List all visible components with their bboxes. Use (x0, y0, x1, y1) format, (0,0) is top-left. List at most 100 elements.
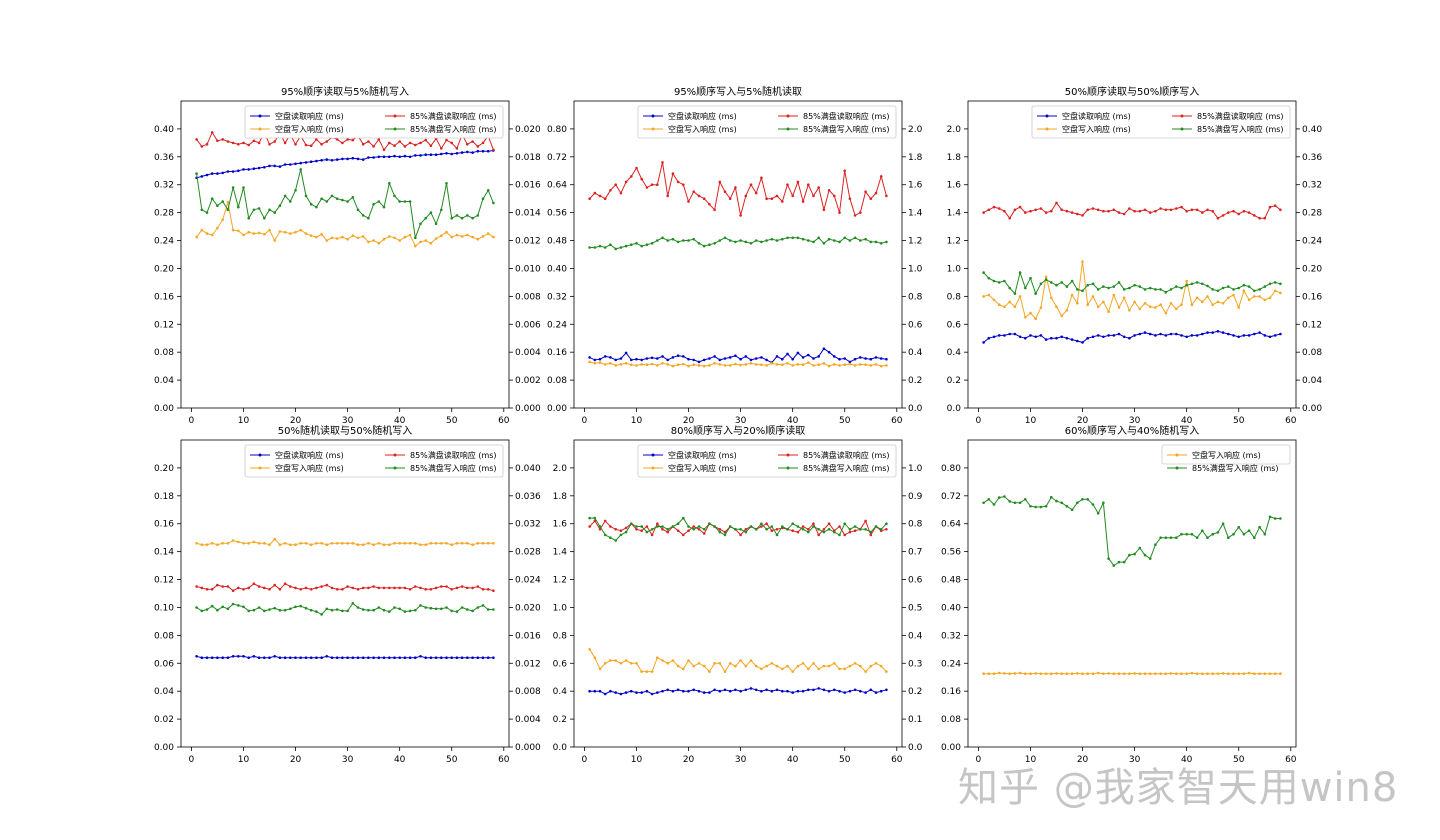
x-tick-label: 60 (498, 755, 510, 765)
data-point (309, 588, 313, 591)
data-point (598, 667, 602, 671)
y-right-tick-label: 0.12 (1302, 320, 1322, 330)
data-point (1102, 672, 1105, 675)
data-point (692, 664, 695, 668)
legend: 空盘写入响应 (ms)85%满盘写入响应 (ms) (1161, 444, 1291, 473)
data-point (619, 529, 623, 532)
data-point (812, 240, 815, 244)
data-point (356, 543, 360, 546)
data-point (346, 237, 349, 241)
data-point (697, 194, 701, 198)
data-point (1008, 332, 1011, 336)
data-point (210, 197, 214, 200)
data-point (1195, 281, 1199, 284)
data-point (676, 354, 680, 358)
data-point (1169, 332, 1173, 336)
data-point (650, 670, 654, 673)
data-point (603, 197, 607, 200)
data-point (434, 222, 438, 226)
data-point (1253, 295, 1256, 298)
data-point (656, 239, 659, 242)
data-point (1039, 207, 1043, 210)
data-point (718, 363, 722, 366)
data-point (320, 143, 323, 146)
data-point (775, 664, 779, 668)
data-point (650, 362, 654, 366)
data-point (749, 362, 753, 365)
legend-box (244, 444, 504, 478)
data-point (1279, 332, 1282, 336)
data-point (603, 519, 607, 523)
data-point (476, 656, 480, 659)
data-point (466, 214, 469, 217)
data-point (760, 525, 763, 528)
data-point (645, 525, 649, 528)
data-point (481, 604, 485, 607)
data-point (221, 138, 224, 141)
data-point (492, 235, 495, 239)
data-point (1133, 283, 1136, 287)
legend-label: 85%满盘写入响应 (ms) (803, 463, 890, 473)
data-point (859, 356, 862, 359)
y-left-tick-label: 1.6 (947, 181, 962, 191)
data-point (619, 363, 623, 366)
data-point (481, 149, 485, 153)
data-point (450, 216, 454, 220)
data-point (992, 298, 996, 302)
data-point (471, 656, 474, 659)
data-point (237, 229, 240, 233)
data-point (827, 664, 831, 668)
data-point (294, 162, 297, 166)
data-point (744, 530, 748, 534)
data-point (1034, 335, 1037, 339)
y-left-tick-label: 1.0 (553, 603, 568, 613)
data-point (692, 237, 695, 241)
y-left-tick-label: 0.0 (553, 743, 568, 753)
data-point (853, 214, 857, 217)
data-point (859, 363, 862, 366)
data-point (598, 525, 602, 528)
data-point (1034, 292, 1037, 295)
data-point (247, 586, 250, 590)
data-point (1164, 536, 1168, 539)
data-point (614, 358, 617, 362)
data-point (1242, 289, 1246, 293)
data-point (205, 656, 209, 659)
data-point (398, 542, 402, 545)
data-point (987, 336, 991, 340)
data-point (372, 543, 375, 546)
y-left-tick-label: 0.08 (547, 376, 567, 386)
data-point (200, 609, 204, 613)
data-point (221, 218, 224, 221)
data-point (661, 525, 664, 528)
data-point (351, 602, 355, 605)
data-point (1180, 205, 1183, 209)
data-point (1003, 279, 1006, 283)
x-tick-label: 30 (1129, 755, 1141, 765)
data-point (598, 244, 602, 248)
data-point (661, 689, 664, 693)
data-point (476, 585, 480, 588)
data-point (1096, 334, 1100, 337)
data-point (372, 239, 375, 242)
data-point (982, 341, 985, 344)
data-point (403, 154, 407, 158)
data-point (1159, 207, 1162, 210)
data-point (205, 211, 209, 214)
x-tick-label: 0 (976, 416, 982, 426)
legend-marker (651, 127, 655, 131)
data-point (630, 363, 633, 367)
data-point (885, 688, 888, 692)
data-point (1034, 208, 1037, 212)
data-point (492, 656, 495, 659)
data-point (676, 363, 680, 367)
data-point (723, 190, 727, 193)
data-point (1247, 334, 1251, 337)
y-right-tick-label: 0.32 (1302, 181, 1322, 191)
data-point (1154, 306, 1157, 309)
data-point (367, 240, 370, 244)
data-point (471, 586, 474, 590)
data-point (1227, 285, 1230, 288)
legend-marker (1045, 114, 1049, 118)
